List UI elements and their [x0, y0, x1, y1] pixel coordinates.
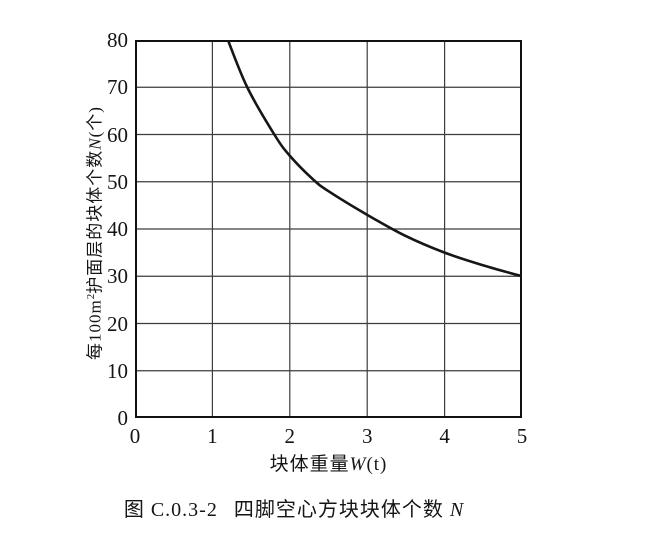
x-tick-label: 5 [516, 424, 528, 448]
plot-area [135, 40, 522, 418]
y-tick-label: 20 [107, 311, 128, 336]
caption-symbol: N [449, 499, 465, 521]
x-label-symbol: W [349, 454, 367, 475]
x-label-unit: (t) [366, 454, 388, 475]
y-label-mid: 护面层的块体个数 [85, 149, 105, 294]
y-tick-label: 70 [107, 75, 128, 100]
x-label-text: 块体重量 [269, 454, 350, 475]
x-tick-label: 2 [284, 424, 296, 448]
y-tick-label: 60 [107, 122, 128, 147]
y-label-prefix: 每100m [85, 299, 105, 360]
x-tick-label: 1 [207, 424, 218, 448]
y-tick-label: 50 [107, 169, 128, 194]
y-tick-label: 0 [117, 406, 129, 430]
y-axis-label: 每100m2护面层的块体个数N(个) [81, 106, 106, 360]
chart-curve-svg [135, 40, 522, 418]
data-curve [226, 40, 522, 278]
x-tick-label: 4 [439, 424, 450, 448]
figure-caption: 图 C.0.3-2 四脚空心方块块体个数 N [108, 493, 480, 522]
y-label-unit: (个) [85, 106, 105, 138]
y-tick-label: 80 [107, 28, 128, 52]
y-tick-label: 30 [107, 264, 128, 289]
x-axis-label: 块体重量W(t) [135, 449, 522, 476]
y-tick-label: 10 [107, 358, 128, 383]
caption-number: 图 C.0.3-2 [123, 499, 218, 521]
plot-border [135, 40, 522, 418]
x-tick-label: 3 [361, 424, 373, 448]
x-tick-label: 0 [129, 424, 141, 448]
y-label-symbol: N [85, 137, 105, 150]
y-tick-label: 40 [107, 217, 128, 241]
caption-text: 四脚空心方块块体个数 [233, 499, 450, 521]
y-label-superscript: 2 [84, 293, 97, 300]
